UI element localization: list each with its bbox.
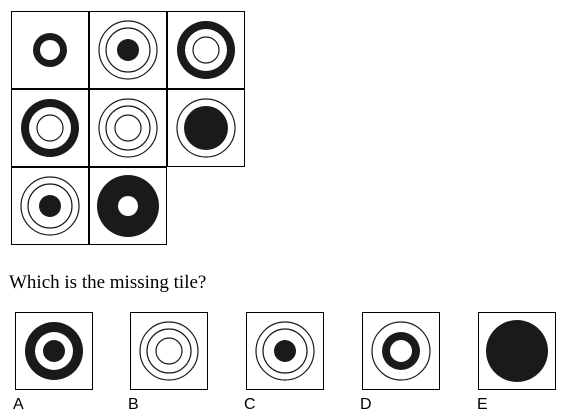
option-d-tile[interactable]	[362, 312, 440, 390]
option-a-label: A	[13, 396, 24, 413]
option-c-tile[interactable]	[246, 312, 324, 390]
thick-ring-with-dot-icon	[25, 322, 83, 380]
thick-ring-with-inner-ring-icon	[177, 21, 235, 79]
question-text: Which is the missing tile?	[9, 272, 207, 293]
option-b-tile[interactable]	[130, 312, 208, 390]
thick-ring-with-inner-ring-icon	[21, 99, 79, 157]
grid-tile-r1c3	[167, 11, 245, 89]
concentric-rings-with-dot-icon	[255, 321, 315, 381]
concentric-rings-icon	[139, 321, 199, 381]
concentric-rings-with-dot-icon	[98, 20, 158, 80]
grid-tile-r1c2	[89, 11, 167, 89]
grid-tile-r2c2	[89, 89, 167, 167]
option-c-label: C	[244, 396, 256, 413]
grid-tile-r3c2	[89, 167, 167, 245]
option-b-label: B	[128, 396, 139, 413]
option-d-label: D	[360, 396, 372, 413]
grid-tile-r3c1	[11, 167, 89, 245]
grid-tile-r2c3	[167, 89, 245, 167]
thick-ring-small-icon	[33, 33, 67, 67]
option-e-tile[interactable]	[478, 312, 556, 390]
option-e-label: E	[477, 396, 488, 413]
ring-with-filled-disc-icon	[176, 98, 236, 158]
filled-disc-icon	[486, 320, 548, 382]
concentric-rings-with-dot-icon	[20, 176, 80, 236]
grid-tile-r2c1	[11, 89, 89, 167]
thick-ring-large-icon	[97, 175, 159, 237]
grid-tile-r1c1	[11, 11, 89, 89]
option-a-tile[interactable]	[15, 312, 93, 390]
concentric-rings-icon	[98, 98, 158, 158]
ring-with-thick-inner-ring-icon	[371, 321, 431, 381]
